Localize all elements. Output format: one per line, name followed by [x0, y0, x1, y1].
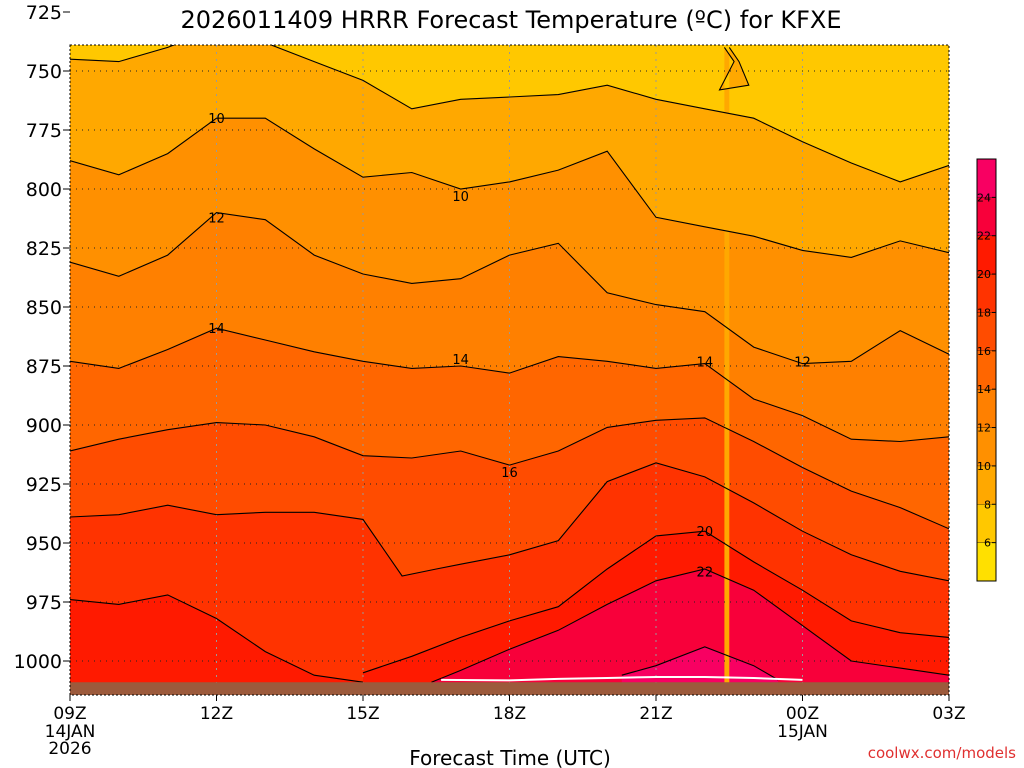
contour-20-7 — [362, 530, 949, 674]
temp-band-20-6 — [70, 594, 363, 695]
contour-layer — [70, 45, 949, 683]
contour-label-layer: 10 10 12 14 14 14 12 16 20 22 — [208, 112, 811, 580]
x-tick-year-09Z: 2026 — [48, 739, 91, 759]
y-tick-label-925: 925 — [26, 474, 62, 496]
y-tick-label-750: 750 — [26, 61, 62, 83]
x-tick-label-15Z: 15Z — [346, 704, 379, 724]
contour-label-7: 16 — [501, 466, 518, 481]
y-tick-label-975: 975 — [26, 592, 62, 614]
temp-band-8-10 — [719, 47, 749, 695]
contour-24-9 — [621, 646, 779, 681]
y-tick-label-900: 900 — [26, 415, 62, 437]
y-tick-label-725: 725 — [26, 2, 62, 24]
x-tick-label-18Z: 18Z — [493, 704, 526, 724]
colorbar-label-8: 8 — [984, 498, 991, 511]
contour-label-4: 14 — [452, 353, 469, 368]
colorbar-label-10: 10 — [977, 460, 991, 473]
contour-22-8 — [431, 568, 949, 683]
contour-14-3 — [70, 327, 949, 443]
x-tick-label-12Z: 12Z — [200, 704, 233, 724]
temperature-fill-layer — [70, 45, 949, 695]
contour-20-6 — [70, 594, 364, 683]
y-tick-label-1000: 1000 — [14, 651, 62, 673]
ground-layer — [70, 676, 949, 695]
colorbar-label-12: 12 — [977, 422, 991, 435]
x-tick-label-09Z: 09Z — [53, 704, 86, 724]
contour-label-2: 12 — [208, 211, 225, 226]
contour-label-6: 12 — [794, 355, 811, 370]
temp-band-22-8 — [431, 569, 949, 695]
colorbar-label-6: 6 — [984, 537, 991, 550]
contour-8-10 — [718, 47, 750, 91]
y-tick-label-950: 950 — [26, 533, 62, 555]
y-tick-label-800: 800 — [26, 179, 62, 201]
x-tick-label-00Z: 00Z — [786, 704, 819, 724]
x-tick-date-09Z: 14JAN — [45, 722, 96, 742]
x-tick-label-21Z: 21Z — [639, 704, 672, 724]
colorbar-label-22: 22 — [977, 230, 991, 243]
credit-text: coolwx.com/models — [868, 744, 1016, 762]
y-axis: 725 750 775 800 825 850 875 900 925 950 975 1000 — [14, 2, 70, 673]
colorbar-label-20: 20 — [977, 268, 991, 281]
colorbar-label-14: 14 — [977, 383, 991, 396]
contour-label-1: 10 — [452, 190, 469, 205]
ground-highlight — [441, 676, 803, 682]
colorbar-label-24: 24 — [977, 191, 991, 204]
contour-label-5: 14 — [697, 355, 714, 370]
chart-title: 2026011409 HRRR Forecast Temperature (ºC… — [180, 6, 841, 34]
x-tick-label-03Z: 03Z — [932, 704, 965, 724]
contour-8-0 — [70, 45, 949, 183]
y-tick-label-775: 775 — [26, 120, 62, 142]
contour-16-4 — [70, 417, 949, 530]
contour-label-9: 22 — [697, 565, 714, 580]
y-tick-label-875: 875 — [26, 356, 62, 378]
colorbar-label-16: 16 — [977, 345, 991, 358]
contour-label-8: 20 — [697, 525, 714, 540]
x-axis-label: Forecast Time (UTC) — [409, 746, 611, 768]
contour-12-2 — [70, 212, 949, 365]
y-tick-label-850: 850 — [26, 297, 62, 319]
x-tick-date-00Z: 15JAN — [777, 722, 828, 742]
contour-label-3: 14 — [208, 322, 225, 337]
contour-10-1 — [70, 117, 949, 258]
colorbar-label-18: 18 — [977, 306, 991, 319]
gridlines — [70, 45, 949, 695]
ground-surface — [70, 682, 949, 695]
y-tick-label-825: 825 — [26, 238, 62, 260]
colorbar-frame — [976, 158, 997, 582]
contour-18-5 — [70, 462, 949, 582]
colorbar: 6 8 10 12 14 16 18 20 22 24 — [976, 158, 997, 582]
contour-label-0: 10 — [208, 112, 225, 127]
